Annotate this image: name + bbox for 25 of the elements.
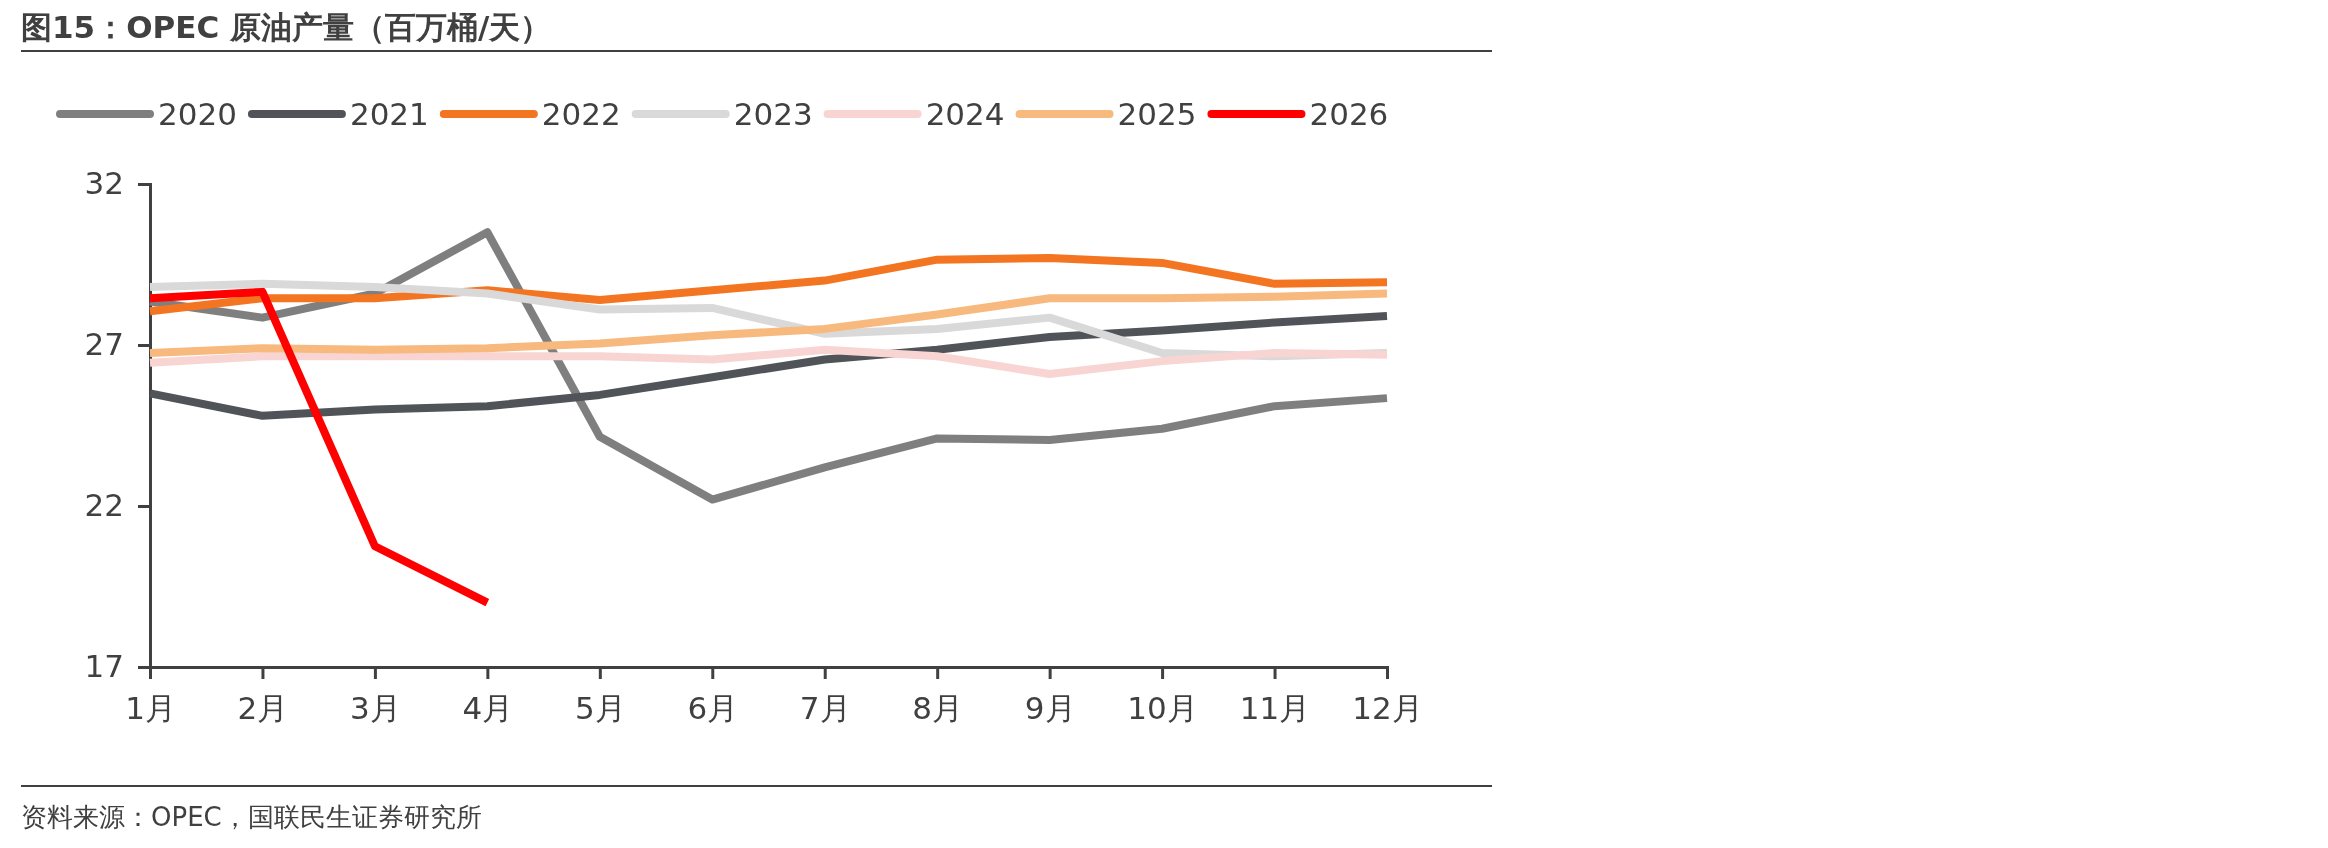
- x-tick-label: 9月: [1024, 690, 1076, 727]
- legend-label: 2025: [1117, 96, 1197, 132]
- legend-label: 2020: [158, 96, 237, 132]
- chart-title: 图15：OPEC 原油产量（百万桶/天）: [21, 9, 552, 45]
- y-tick-label: 32: [84, 165, 124, 202]
- x-tick-label: 7月: [799, 690, 851, 727]
- legend-label: 2021: [349, 96, 429, 132]
- y-tick-label: 22: [84, 487, 124, 524]
- legend-label: 2026: [1309, 96, 1389, 132]
- x-tick-label: 12月: [1352, 690, 1423, 727]
- x-tick-label: 8月: [912, 690, 964, 727]
- x-tick-label: 10月: [1127, 690, 1198, 727]
- legend-label: 2022: [541, 96, 621, 132]
- x-tick-label: 3月: [350, 690, 401, 727]
- text: 资料来源：OPEC，国联民生证券研究所: [21, 802, 482, 832]
- x-tick-label: 6月: [687, 690, 739, 727]
- x-tick-label: 11月: [1239, 690, 1311, 727]
- legend-label: 2024: [925, 96, 1005, 132]
- legend-label: 2023: [733, 96, 813, 132]
- x-tick-label: 5月: [574, 690, 626, 727]
- x-tick-label: 1月: [125, 690, 176, 727]
- x-tick-label: 2月: [237, 690, 289, 727]
- x-tick-label: 4月: [462, 690, 514, 727]
- y-tick-label: 17: [84, 648, 124, 685]
- y-tick-label: 27: [84, 326, 124, 363]
